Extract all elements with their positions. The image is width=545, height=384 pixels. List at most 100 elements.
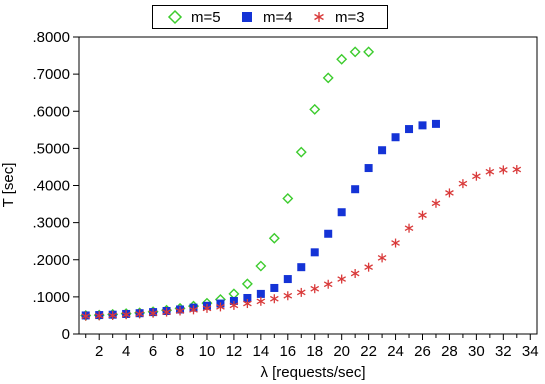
data-point-m3 <box>189 305 198 315</box>
data-point-m5 <box>363 46 375 58</box>
y-tick-label: 0 <box>62 326 70 343</box>
y-tick-label: .8000 <box>32 29 70 46</box>
data-point-m3 <box>269 294 279 304</box>
data-point-m4 <box>310 248 319 257</box>
data-point-m5 <box>268 232 280 244</box>
data-point-m3 <box>364 262 373 272</box>
x-tick-label: 34 <box>522 343 539 360</box>
legend-label-m3: m=3 <box>335 8 365 26</box>
data-point-m3 <box>94 311 104 321</box>
x-tick-label: 26 <box>414 343 431 360</box>
star-marker-icon <box>314 12 324 22</box>
diamond-marker-icon <box>167 9 183 25</box>
x-tick-label: 28 <box>441 343 458 360</box>
data-point-m3 <box>202 303 212 313</box>
y-tick-label: .6000 <box>32 103 70 120</box>
data-point-m3 <box>121 310 131 320</box>
legend-entry-m4: m=4 <box>239 8 293 26</box>
y-tick-label: .2000 <box>32 252 70 269</box>
data-point-m4 <box>256 289 265 298</box>
x-tick-label: 6 <box>149 343 157 360</box>
data-point-m5 <box>336 53 348 65</box>
legend-entry-m5: m=5 <box>167 8 221 26</box>
x-tick-label: 10 <box>199 343 216 360</box>
y-tick-label: .3000 <box>32 215 70 232</box>
data-point-m3 <box>350 268 360 278</box>
x-tick-label: 30 <box>468 343 485 360</box>
x-tick-label: 14 <box>253 343 270 360</box>
x-tick-label: 18 <box>306 343 323 360</box>
data-point-m3 <box>498 165 508 175</box>
data-point-m3 <box>377 253 387 263</box>
data-point-m3 <box>431 198 441 208</box>
series-m3 <box>81 165 522 321</box>
data-point-m3 <box>256 296 266 306</box>
data-point-m3 <box>81 311 91 321</box>
data-point-m3 <box>108 310 118 320</box>
data-point-m4 <box>364 164 373 173</box>
data-point-m3 <box>148 308 158 318</box>
x-tick-label: 32 <box>495 343 512 360</box>
data-point-m3 <box>337 274 347 284</box>
data-point-m3 <box>162 307 171 317</box>
data-point-m3 <box>472 171 481 181</box>
x-tick-label: 2 <box>95 343 103 360</box>
data-point-m3 <box>135 309 144 319</box>
legend-entry-m3: m=3 <box>311 8 365 26</box>
data-point-m3 <box>458 179 468 189</box>
data-point-m5 <box>309 103 321 115</box>
data-point-m4 <box>418 121 427 130</box>
x-axis-title: λ [requests/sec] <box>260 364 365 381</box>
x-tick-label: 22 <box>360 343 377 360</box>
x-tick-label: 4 <box>122 343 130 360</box>
x-tick-label: 8 <box>176 343 184 360</box>
data-point-m5 <box>282 193 294 204</box>
data-point-m3 <box>485 167 495 177</box>
legend-label-m5: m=5 <box>191 8 221 26</box>
data-point-m4 <box>431 119 440 128</box>
data-point-m3 <box>404 223 414 233</box>
data-points <box>80 46 522 321</box>
y-tick-label: .1000 <box>32 289 70 306</box>
data-point-m4 <box>405 125 414 134</box>
data-point-m4 <box>270 283 279 292</box>
axes <box>78 36 538 335</box>
data-point-m3 <box>229 300 239 310</box>
y-axis-title: T [sec] <box>0 163 17 208</box>
x-tick-label: 20 <box>333 343 350 360</box>
data-point-m3 <box>391 238 400 248</box>
data-point-m3 <box>243 299 252 309</box>
data-point-m4 <box>391 133 400 142</box>
y-tick-label: .4000 <box>32 178 70 195</box>
data-point-m5 <box>255 260 267 272</box>
data-point-m3 <box>216 302 225 312</box>
data-point-m4 <box>337 208 346 217</box>
data-point-m3 <box>418 210 427 220</box>
data-point-m3 <box>310 284 320 294</box>
y-tick-label: .7000 <box>32 66 70 83</box>
data-point-m3 <box>296 287 306 297</box>
y-tick-label: .5000 <box>32 140 70 157</box>
data-point-m3 <box>512 165 522 175</box>
x-tick-label: 16 <box>279 343 296 360</box>
data-point-m4 <box>378 146 387 155</box>
series-m4 <box>81 119 440 320</box>
x-tick-label: 12 <box>226 343 243 360</box>
data-point-m3 <box>323 279 333 289</box>
data-point-m5 <box>322 72 334 84</box>
data-point-m3 <box>445 188 454 198</box>
square-marker-icon <box>242 12 252 22</box>
data-point-m4 <box>324 229 333 238</box>
legend-label-m4: m=4 <box>263 8 293 26</box>
legend: m=5 m=4 m=3 <box>152 5 388 29</box>
y-axis-ticks: 0 .1000 .2000 .3000 .4000 .5000 .6000 .7000 .800… <box>32 29 79 343</box>
plot-frame <box>78 36 538 335</box>
x-tick-label: 24 <box>387 343 404 360</box>
data-point-m5 <box>295 146 307 158</box>
series-m5 <box>80 46 375 321</box>
x-axis-ticks: 2 4 6 8 10 12 14 16 18 20 22 24 26 28 30 32 34 <box>85 334 539 360</box>
data-point-m3 <box>175 306 185 316</box>
data-point-m4 <box>297 263 306 272</box>
